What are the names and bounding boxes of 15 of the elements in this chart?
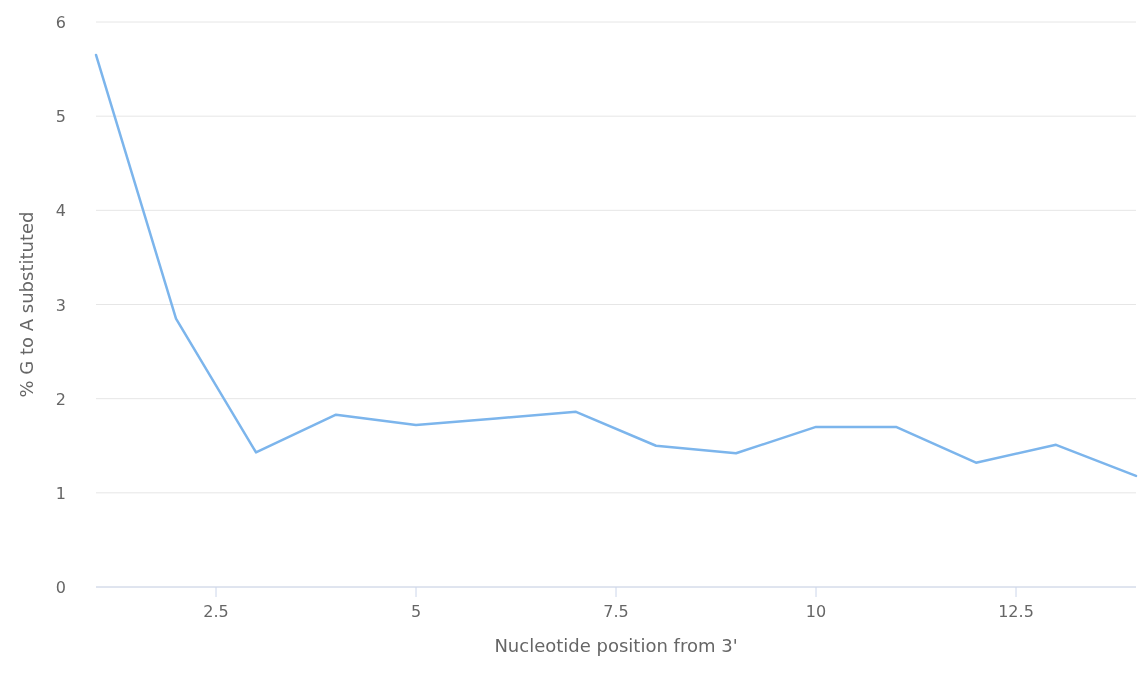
x-axis-title: Nucleotide position from 3'	[494, 635, 738, 656]
x-tick-label: 2.5	[203, 602, 229, 621]
y-tick-label: 3	[55, 295, 66, 315]
y-tick-label: 6	[55, 13, 66, 32]
line-series	[94, 53, 1138, 478]
x-tick-label: 12.5	[998, 602, 1034, 621]
x-tick-label: 10	[805, 602, 827, 621]
y-tick-label: 0	[55, 578, 66, 597]
x-tick-label: 7.5	[603, 602, 629, 621]
y-tick-label: 4	[55, 201, 66, 221]
y-axis-title: % G to A substituted	[16, 211, 37, 398]
y-tick-label: 1	[55, 483, 66, 503]
y-tick-label: 5	[55, 107, 66, 127]
x-tick-label: 5	[410, 602, 422, 621]
y-tick-label: 2	[55, 389, 66, 409]
